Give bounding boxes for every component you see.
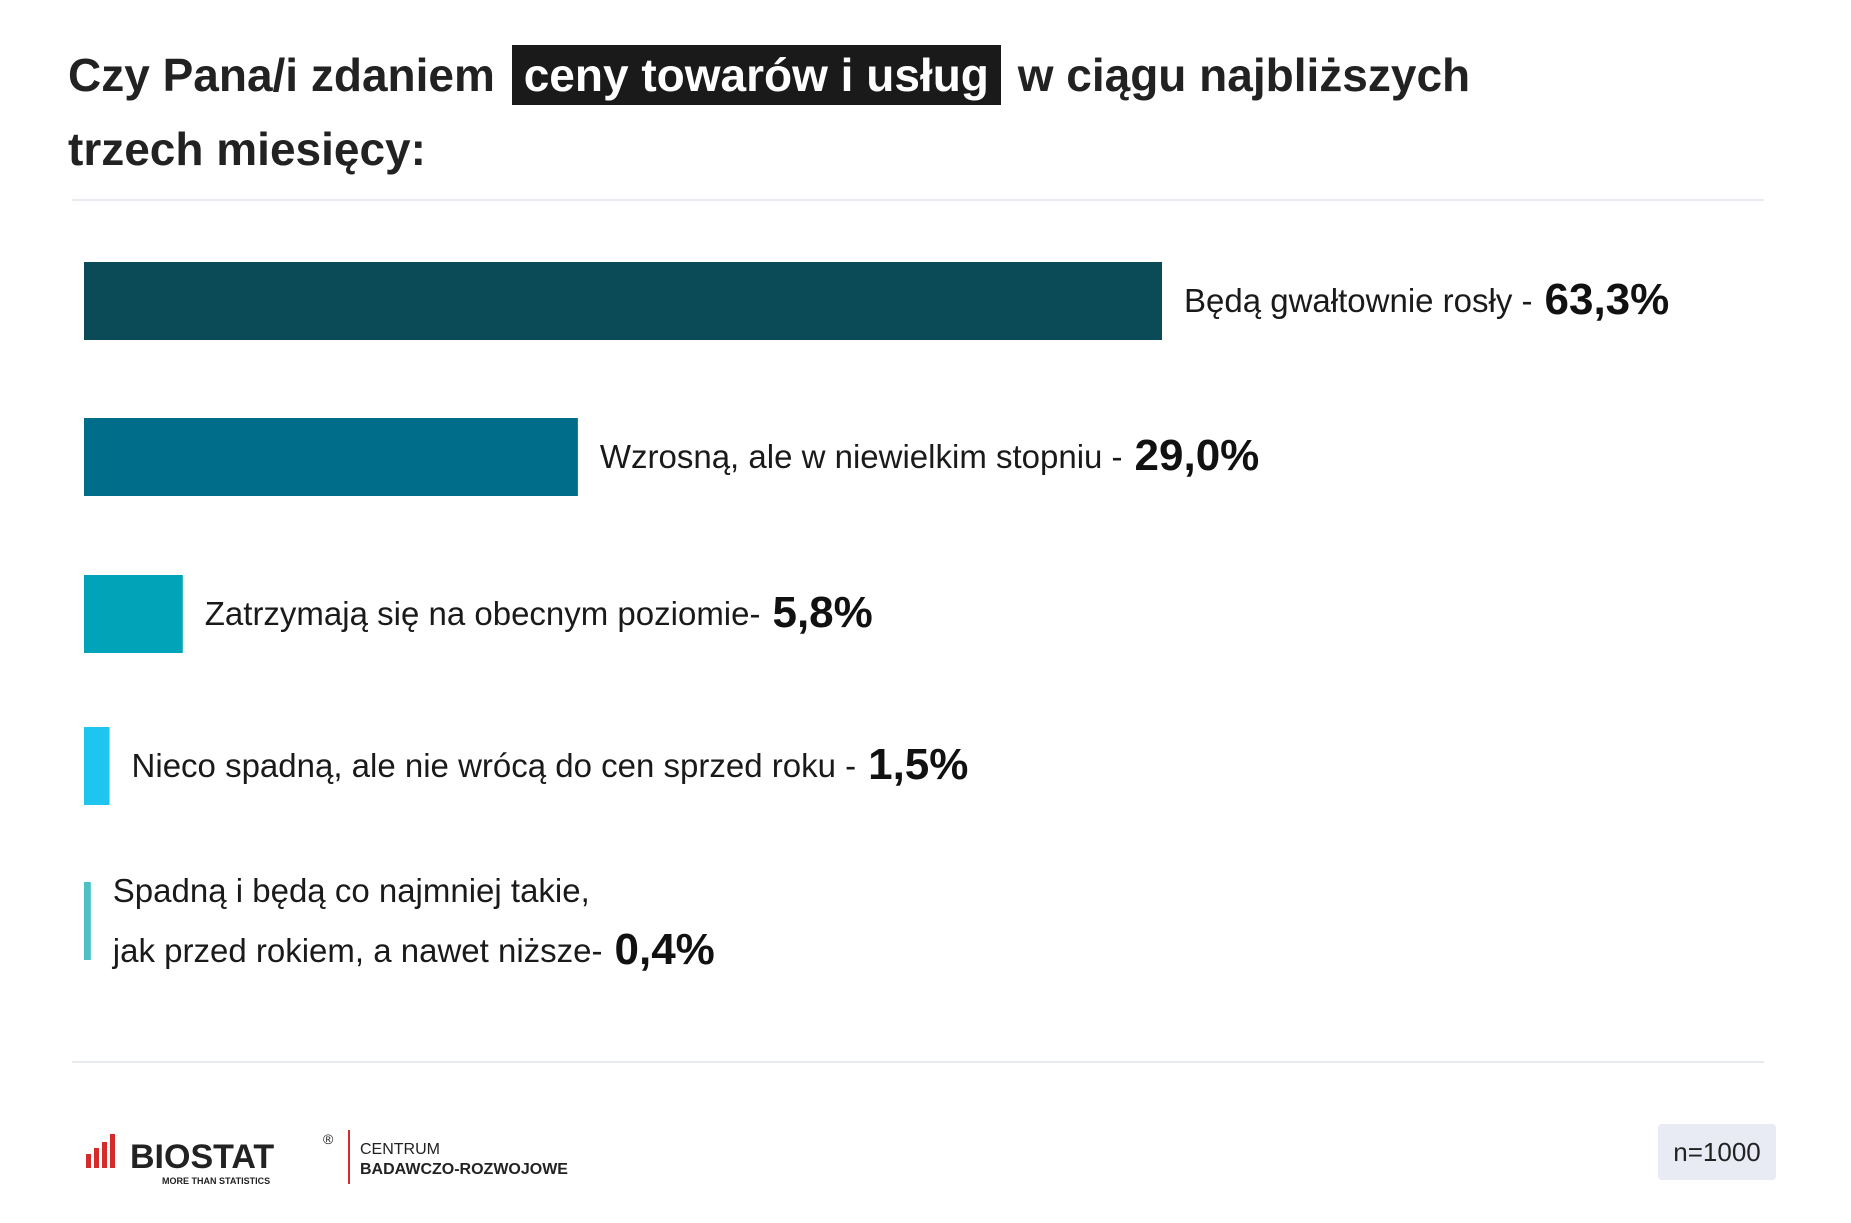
value-label-1: 63,3% [1545,275,1670,324]
biostat-logo: BIOSTAT ® MORE THAN STATISTICS CENTRUM B… [86,1130,568,1186]
top-divider [72,199,1764,201]
center-line1: CENTRUM [360,1141,440,1158]
category-label-1: Będą gwałtownie rosły - [1184,282,1533,319]
bar-1 [84,262,1162,340]
value-label-5: 0,4% [615,925,715,974]
category-label-2: Wzrosną, ale w niewielkim stopniu - [600,438,1123,475]
value-label-2: 29,0% [1135,431,1260,480]
chart-title: Czy Pana/i zdaniem ceny towarów i usług … [68,38,1568,186]
biostat-bars-icon [86,1134,115,1168]
logo-separator [348,1130,350,1184]
value-label-3: 5,8% [772,588,872,637]
bar-3 [84,575,183,653]
sample-size: n=1000 [1673,1136,1761,1167]
category-label-3: Zatrzymają się na obecnym poziomie- [205,595,761,632]
category-label-4: Nieco spadną, ale nie wrócą do cen sprze… [132,747,857,784]
title-after: w ciągu najbliższych [1017,49,1471,101]
category-label-5: Spadną i będą co najmniej takie, jak prze… [112,872,603,969]
title-highlight: ceny towarów i usług [511,45,1001,105]
logo-registered: ® [323,1131,334,1147]
logo-tagline: MORE THAN STATISTICS [162,1176,270,1186]
bottom-divider [72,1061,1764,1063]
bar-2 [84,418,578,496]
bar-4 [84,727,110,805]
center-line2: BADAWCZO-ROZWOJOWE [360,1161,568,1178]
sample-size-badge: n=1000 [1658,1124,1776,1180]
title-line2: trzech miesięcy: [68,123,426,175]
bar-5 [84,882,91,960]
value-label-4: 1,5% [868,740,968,789]
title-before: Czy Pana/i zdaniem [68,49,495,101]
logo-text: BIOSTAT [130,1138,274,1176]
